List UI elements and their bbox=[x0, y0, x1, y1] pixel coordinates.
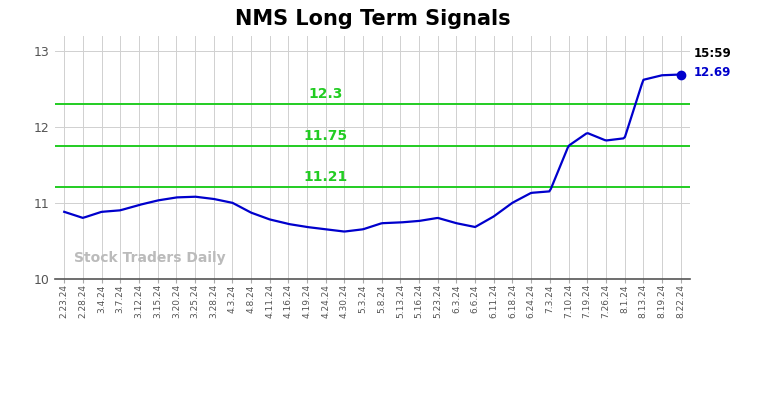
Text: 15:59: 15:59 bbox=[694, 47, 731, 60]
Text: 11.75: 11.75 bbox=[303, 129, 348, 143]
Text: 11.21: 11.21 bbox=[303, 170, 348, 184]
Text: Stock Traders Daily: Stock Traders Daily bbox=[74, 251, 225, 265]
Text: 12.69: 12.69 bbox=[694, 66, 731, 80]
Text: 12.3: 12.3 bbox=[309, 87, 343, 101]
Title: NMS Long Term Signals: NMS Long Term Signals bbox=[234, 9, 510, 29]
